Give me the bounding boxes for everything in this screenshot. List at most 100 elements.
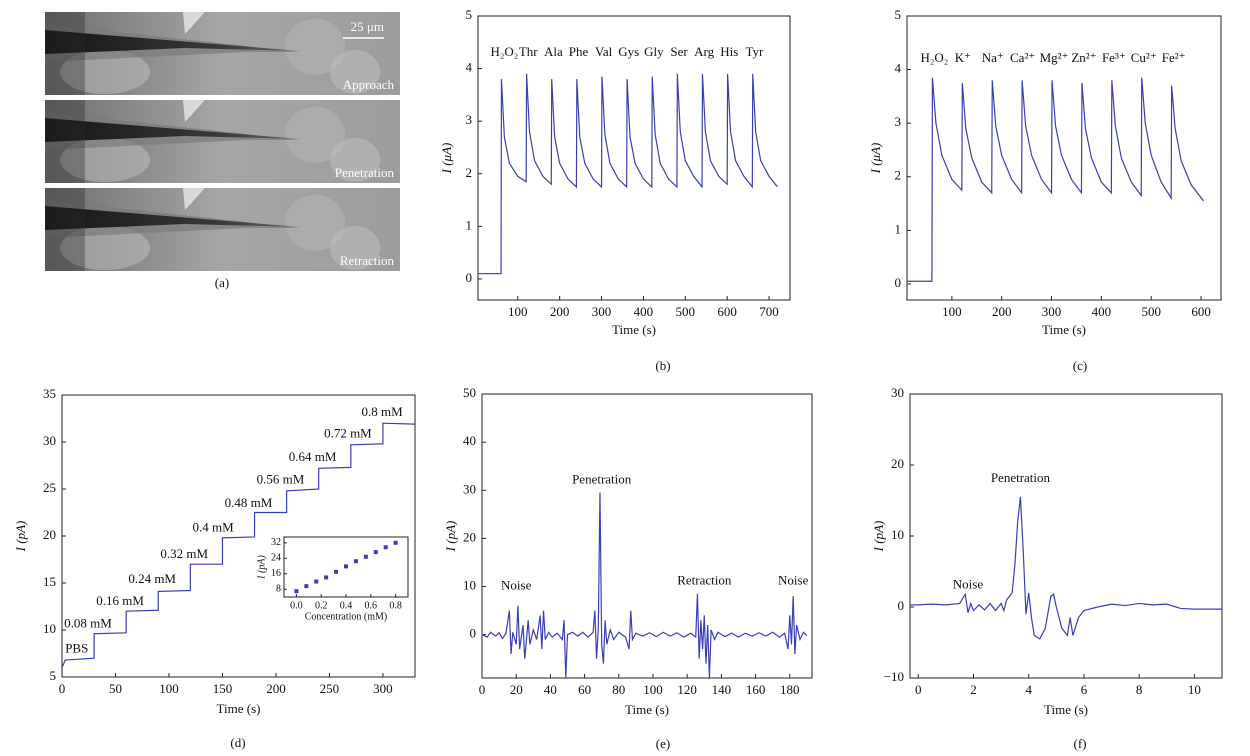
panel-caption: (f) (1074, 736, 1087, 751)
x-tick-label: 300 (1042, 304, 1062, 319)
y-tick-label: 0 (470, 626, 477, 641)
annotation: 0.24 mM (128, 571, 176, 586)
y-tick-label: 10 (463, 578, 476, 593)
annotation: 0.16 mM (96, 593, 144, 608)
x-tick-label: 200 (992, 304, 1012, 319)
x-axis-label: Time (s) (1042, 322, 1086, 337)
data-line (62, 422, 415, 668)
data-line (478, 73, 778, 275)
data-point (314, 579, 319, 584)
y-tick-label: 4 (895, 61, 902, 76)
y-tick-label: 20 (43, 527, 56, 542)
panel-caption: (e) (656, 736, 670, 751)
data-point (373, 550, 378, 555)
y-tick-label: 32 (271, 537, 281, 548)
x-tick-label: 50 (109, 681, 122, 696)
y-tick-label: 16 (271, 568, 281, 579)
x-tick-label: 40 (544, 682, 557, 697)
x-tick-label: 100 (159, 681, 179, 696)
panel-caption: (d) (230, 735, 245, 750)
x-axis-label: Time (s) (217, 701, 261, 716)
x-tick-label: 200 (550, 304, 570, 319)
y-tick-label: 2 (466, 165, 473, 180)
annotation: Thr (519, 44, 538, 59)
plot-frame (909, 393, 1223, 679)
plot-frame (481, 393, 813, 679)
data-line (910, 496, 1222, 640)
annotation: 0.8 mM (362, 404, 404, 419)
annotation: H₂O₂ (920, 50, 948, 65)
y-tick-label: 20 (891, 456, 904, 471)
annotation: Gly (644, 44, 664, 59)
annotation: 0.48 mM (225, 495, 273, 510)
y-tick-label: 40 (463, 433, 476, 448)
annotation: Zn²⁺ (1071, 50, 1096, 65)
x-tick-label: 80 (612, 682, 625, 697)
x-tick-label: 600 (717, 304, 737, 319)
y-tick-label: 2 (895, 168, 902, 183)
data-point (393, 540, 398, 545)
plot-frame (477, 15, 791, 301)
annotation: Val (595, 44, 613, 59)
y-tick-label: 0 (898, 598, 905, 613)
y-axis-label: I (pA) (13, 521, 28, 553)
x-tick-label: 400 (1092, 304, 1112, 319)
annotation: 0.64 mM (289, 449, 337, 464)
annotation: Penetration (572, 472, 632, 487)
x-tick-label: 600 (1191, 304, 1211, 319)
annotation: Arg (694, 44, 714, 59)
y-tick-label: 0 (466, 270, 473, 285)
y-tick-label: 30 (891, 385, 904, 400)
chart-panel: 0 20 40 60 80 100 120 140 160 180 0 10 20 30 40 50 Time … (443, 385, 813, 751)
x-tick-label: 0 (479, 682, 486, 697)
x-axis-label: Time (s) (1044, 702, 1088, 717)
x-tick-label: 160 (746, 682, 766, 697)
scale-bar-label: 25 μm (351, 19, 384, 34)
x-tick-label: 500 (1141, 304, 1161, 319)
y-tick-label: 24 (271, 553, 281, 564)
annotation: 0.32 mM (160, 546, 208, 561)
x-tick-label: 300 (592, 304, 612, 319)
y-axis-label: I (pA) (256, 555, 267, 580)
x-tick-label: 20 (510, 682, 523, 697)
annotation: His (720, 44, 738, 59)
annotation: 0.4 mM (193, 519, 235, 534)
data-line (482, 492, 808, 678)
chart-panel: 0 50 100 150 200 250 300 5 10 15 20 25 30 35 Time (s) I… (13, 386, 416, 750)
annotation: Cu²⁺ (1131, 50, 1157, 65)
x-tick-label: 0 (915, 682, 922, 697)
plot-frame (906, 15, 1222, 301)
x-tick-label: 0.0 (290, 600, 303, 611)
x-tick-label: 250 (320, 681, 340, 696)
y-axis-label: I (μA) (868, 143, 883, 175)
data-line (907, 77, 1205, 282)
x-tick-label: 6 (1081, 682, 1088, 697)
x-axis-label: Time (s) (625, 702, 669, 717)
x-tick-label: 8 (1136, 682, 1143, 697)
x-tick-label: 140 (712, 682, 732, 697)
x-tick-label: 4 (1025, 682, 1032, 697)
x-tick-label: 400 (634, 304, 654, 319)
x-tick-label: 700 (759, 304, 779, 319)
y-tick-label: 50 (463, 385, 476, 400)
x-tick-label: 180 (780, 682, 800, 697)
x-tick-label: 0.4 (340, 600, 353, 611)
y-tick-label: 3 (895, 114, 902, 129)
y-axis-label: I (pA) (871, 521, 886, 553)
x-tick-label: 100 (643, 682, 663, 697)
annotation: Ala (544, 44, 563, 59)
annotation: Mg²⁺ (1040, 50, 1069, 65)
annotation: Fe²⁺ (1162, 50, 1186, 65)
panel-caption: (b) (655, 358, 670, 373)
y-tick-label: −10 (884, 669, 904, 684)
y-tick-label: 10 (43, 621, 56, 636)
x-tick-label: 60 (578, 682, 591, 697)
annotation: Na⁺ (982, 50, 1004, 65)
y-axis-label: I (pA) (443, 521, 458, 553)
microscopy-panel: 25 μm Approach Penetration Retraction (a… (45, 12, 400, 290)
annotation: Noise (501, 578, 532, 593)
y-tick-label: 20 (463, 529, 476, 544)
annotation: Ca²⁺ (1010, 50, 1035, 65)
annotation: Noise (953, 577, 984, 592)
x-tick-label: 150 (213, 681, 233, 696)
